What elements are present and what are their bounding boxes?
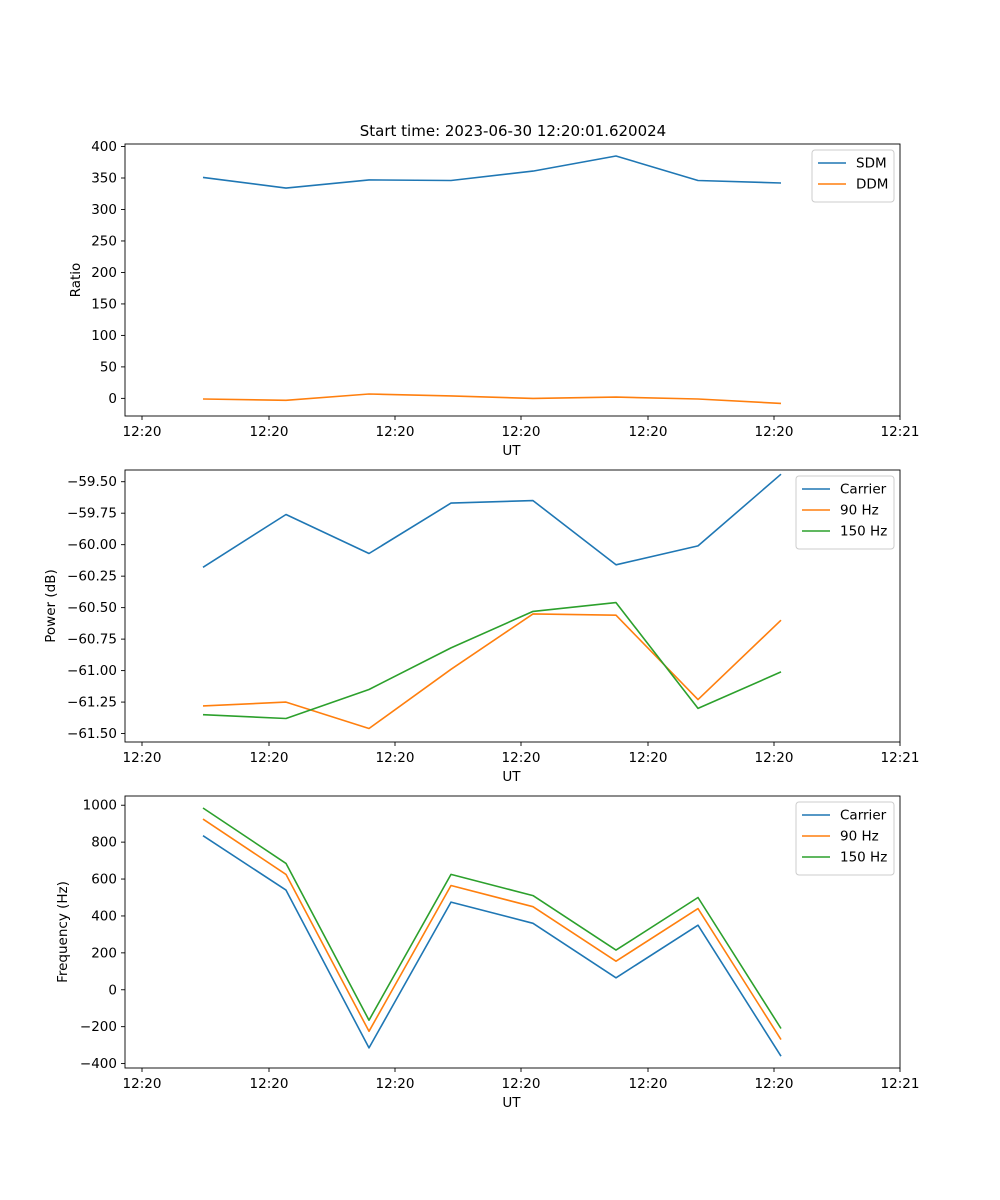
series-line-carrier bbox=[202, 835, 782, 1057]
legend-label: 90 Hz bbox=[840, 503, 879, 519]
subplot-2: 12:20 12:20 12:20 12:20 12:20 12:20 12:21 −61.5… bbox=[43, 469, 920, 785]
x-tick-label: 12:20 bbox=[629, 1076, 668, 1092]
legend-label: 90 Hz bbox=[840, 829, 879, 845]
x-tick-label: 12:20 bbox=[502, 424, 541, 440]
y-tick-label: 600 bbox=[91, 872, 117, 888]
y-axis-label: Power (dB) bbox=[43, 569, 59, 642]
series-line-carrier bbox=[202, 473, 782, 568]
y-tick-label: −61.50 bbox=[67, 726, 117, 742]
y-tick-label: −61.25 bbox=[67, 695, 117, 711]
y-tick-label: −200 bbox=[80, 1019, 117, 1035]
y-tick-label: −61.00 bbox=[67, 663, 117, 679]
series-line-ddm bbox=[202, 393, 782, 405]
x-tick-label: 12:20 bbox=[250, 750, 289, 766]
plot-frame bbox=[124, 469, 901, 743]
series-line-sdm bbox=[202, 155, 782, 189]
y-tick-label: 150 bbox=[91, 296, 117, 312]
x-tick-label: 12:20 bbox=[123, 1076, 162, 1092]
y-axis-label: Ratio bbox=[68, 263, 84, 298]
legend-label: Carrier bbox=[840, 482, 887, 498]
y-axis-label: Frequency (Hz) bbox=[55, 881, 71, 983]
x-tick-label: 12:21 bbox=[881, 750, 920, 766]
y-tick-label: 350 bbox=[91, 171, 117, 187]
x-tick-label: 12:20 bbox=[755, 424, 794, 440]
x-tick-label: 12:20 bbox=[629, 424, 668, 440]
y-tick-label: 300 bbox=[91, 202, 117, 218]
x-tick-label: 12:20 bbox=[250, 424, 289, 440]
y-tick-label: 100 bbox=[91, 328, 117, 344]
legend: Carrier 90 Hz 150 Hz bbox=[795, 475, 895, 550]
x-tick-label: 12:20 bbox=[502, 750, 541, 766]
subplot-1: 12:20 12:20 12:20 12:20 12:20 12:20 12:21 0 50 10… bbox=[68, 139, 919, 459]
y-tick-label: −400 bbox=[80, 1056, 117, 1072]
x-tick-label: 12:20 bbox=[755, 1076, 794, 1092]
x-axis-label: UT bbox=[502, 1095, 521, 1111]
series-line-90-hz bbox=[202, 818, 782, 1041]
y-tick-label: 1000 bbox=[83, 798, 117, 814]
x-axis-label: UT bbox=[502, 769, 521, 785]
legend-label: 150 Hz bbox=[840, 850, 887, 866]
series-line-90-hz bbox=[202, 613, 782, 730]
x-tick-label: 12:21 bbox=[881, 424, 920, 440]
figure-title: Start time: 2023-06-30 12:20:01.620024 bbox=[360, 122, 666, 140]
y-tick-label: 800 bbox=[91, 835, 117, 851]
x-tick-label: 12:20 bbox=[123, 424, 162, 440]
y-tick-label: −60.75 bbox=[67, 632, 117, 648]
legend-label: SDM bbox=[856, 156, 887, 172]
y-tick-label: 250 bbox=[91, 233, 117, 249]
y-tick-label: 0 bbox=[108, 982, 117, 998]
x-tick-label: 12:20 bbox=[376, 1076, 415, 1092]
y-tick-label: 400 bbox=[91, 908, 117, 924]
series-line-150-hz bbox=[202, 807, 782, 1029]
y-tick-label: 200 bbox=[91, 265, 117, 281]
y-tick-label: −59.50 bbox=[67, 474, 117, 490]
legend: SDM DDM bbox=[811, 149, 895, 203]
x-tick-label: 12:20 bbox=[755, 750, 794, 766]
y-tick-label: −60.50 bbox=[67, 600, 117, 616]
x-tick-label: 12:20 bbox=[629, 750, 668, 766]
x-tick-label: 12:20 bbox=[123, 750, 162, 766]
plot-frame bbox=[124, 143, 901, 417]
subplot-3: 12:20 12:20 12:20 12:20 12:20 12:20 12:21 −400 −… bbox=[55, 795, 920, 1111]
x-tick-label: 12:20 bbox=[376, 750, 415, 766]
y-tick-label: −60.25 bbox=[67, 569, 117, 585]
y-tick-label: −59.75 bbox=[67, 506, 117, 522]
y-tick-label: 200 bbox=[91, 945, 117, 961]
x-tick-label: 12:20 bbox=[376, 424, 415, 440]
legend: Carrier 90 Hz 150 Hz bbox=[795, 801, 895, 876]
legend-label: DDM bbox=[856, 177, 888, 193]
legend-label: 150 Hz bbox=[840, 524, 887, 540]
x-tick-label: 12:21 bbox=[881, 1076, 920, 1092]
y-tick-label: −60.00 bbox=[67, 537, 117, 553]
y-tick-label: 400 bbox=[91, 139, 117, 155]
y-tick-label: 50 bbox=[100, 359, 117, 375]
x-tick-label: 12:20 bbox=[250, 1076, 289, 1092]
y-tick-label: 0 bbox=[108, 391, 117, 407]
series-line-150-hz bbox=[202, 601, 782, 720]
x-axis-label: UT bbox=[502, 443, 521, 459]
plot-frame bbox=[124, 795, 901, 1069]
legend-label: Carrier bbox=[840, 808, 887, 824]
x-tick-label: 12:20 bbox=[502, 1076, 541, 1092]
